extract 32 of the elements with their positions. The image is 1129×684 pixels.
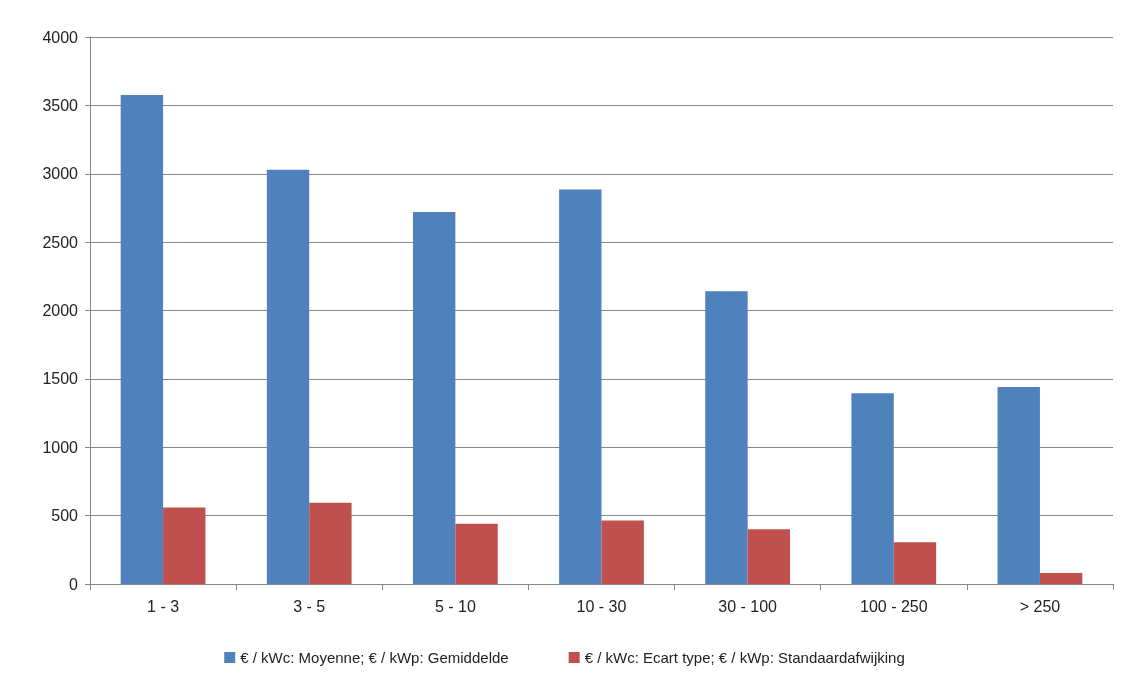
y-tick-label: 1500 [42,370,79,388]
y-tick-label: 500 [51,507,79,525]
y-tick-label: 0 [69,575,79,593]
bar [747,529,791,584]
bar [309,502,352,584]
x-tick-label: 30 - 100 [718,597,778,615]
bar [559,189,602,584]
y-tick-label: 1000 [42,438,79,456]
y-tick-label: 2000 [42,302,79,319]
bar [705,291,748,584]
bar [851,393,894,584]
legend-label: € / kWc: Moyenne; € / kWp: Gemiddelde [240,649,509,666]
bar [412,212,456,584]
bar [1039,573,1083,584]
bar [601,520,644,584]
y-tick-label: 4000 [42,28,79,46]
x-tick-label: 3 - 5 [293,597,326,615]
legend-label: € / kWc: Ecart type; € / kWp: Standaardafwijking [584,649,905,666]
x-tick-label: 5 - 10 [434,597,476,615]
y-tick-label: 3000 [42,165,79,183]
x-tick-label: 10 - 30 [576,597,627,615]
bar [266,169,310,584]
bar [893,542,937,584]
bar [163,507,206,584]
bar [120,95,164,584]
y-tick-label: 3500 [42,96,79,114]
y-tick-label: 2500 [42,233,79,251]
bar [455,523,498,584]
x-tick-label: 100 - 250 [859,597,928,615]
x-tick-label: 1 - 3 [147,597,180,615]
x-tick-label: > 250 [1019,597,1061,615]
bar [997,387,1040,584]
